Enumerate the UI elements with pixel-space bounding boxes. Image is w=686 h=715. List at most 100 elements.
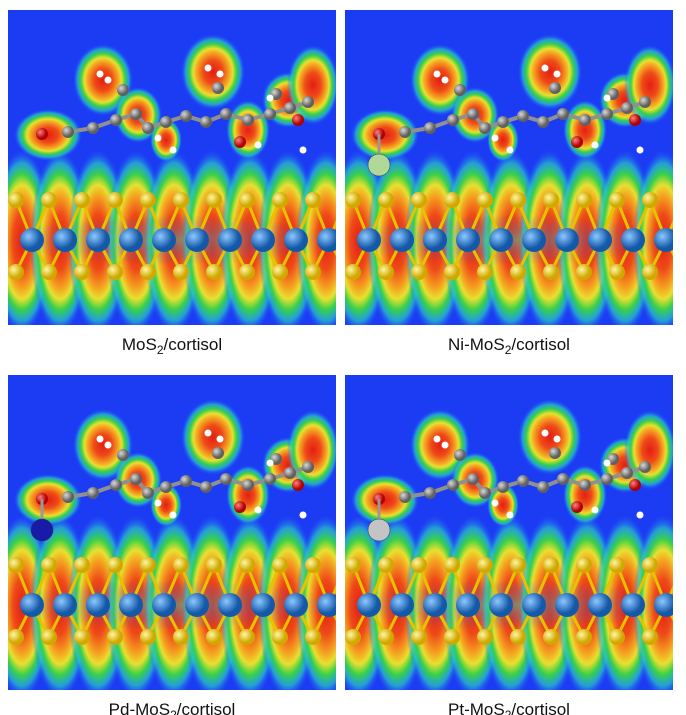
h-atom [542,65,549,72]
s-atom [74,557,90,573]
s-atom [543,192,559,208]
s-atom [411,557,427,573]
s-atom [74,192,90,208]
h-atom [542,430,549,437]
s-atom [543,557,559,573]
c-atom [557,473,569,485]
s-atom [543,264,559,280]
s-atom [510,192,526,208]
h-atom [170,512,177,519]
s-atom [609,557,625,573]
s-atom [576,557,592,573]
density-lobe [518,34,582,110]
panel-caption: Ni-MoS2/cortisol [448,335,570,357]
c-atom [579,114,591,126]
mo-atom [588,593,612,617]
panel-caption: MoS2/cortisol [122,335,222,357]
s-atom [345,557,361,573]
s-atom [345,192,361,208]
c-atom [621,102,633,114]
mo-atom [588,228,612,252]
s-atom [510,264,526,280]
mo-atom [555,593,579,617]
c-atom [639,96,651,108]
s-atom [107,192,123,208]
mo-atom [185,228,209,252]
c-atom [284,467,296,479]
o-atom [36,128,48,140]
density-lobe [287,45,339,125]
dopant-atom [368,519,390,541]
c-atom [447,479,459,491]
h-atom [267,460,274,467]
s-atom [477,629,493,645]
s-atom [378,264,394,280]
c-atom [454,449,466,461]
h-atom [255,142,262,149]
c-atom [180,110,192,122]
mo-atom [654,228,678,252]
c-atom [479,122,491,134]
c-atom [497,481,509,493]
density-lobe [287,410,339,490]
mo-atom [390,593,414,617]
s-atom [107,264,123,280]
c-atom [467,473,479,485]
caption-text: Ni-MoS [448,335,505,354]
h-atom [205,65,212,72]
s-atom [378,557,394,573]
c-atom [117,84,129,96]
s-atom [609,629,625,645]
mo-atom [317,593,341,617]
s-atom [576,192,592,208]
c-atom [142,122,154,134]
h-atom [105,77,112,84]
s-atom [206,557,222,573]
s-atom [444,629,460,645]
s-atom [41,557,57,573]
h-atom [604,95,611,102]
s-atom [272,557,288,573]
caption-text: /cortisol [177,700,236,715]
s-atom [107,629,123,645]
caption-text: MoS [122,335,157,354]
s-atom [8,192,24,208]
mo-atom [86,593,110,617]
s-atom [206,629,222,645]
c-atom [180,475,192,487]
s-atom [609,264,625,280]
c-atom [160,481,172,493]
c-atom [117,449,129,461]
mo-atom [284,593,308,617]
s-atom [74,629,90,645]
s-atom [411,264,427,280]
caption-text: /cortisol [164,335,223,354]
mo-atom [119,228,143,252]
s-atom [272,192,288,208]
s-atom [345,629,361,645]
h-atom [507,512,514,519]
h-atom [170,147,177,154]
h-atom [442,442,449,449]
s-atom [140,557,156,573]
elf-panel [0,10,356,334]
c-atom [497,116,509,128]
mo-atom [621,228,645,252]
mo-atom [357,228,381,252]
c-atom [517,110,529,122]
c-atom [200,481,212,493]
s-atom [41,192,57,208]
mo-atom [20,593,44,617]
s-atom [173,264,189,280]
mo-atom [456,228,480,252]
s-atom [140,192,156,208]
s-atom [272,629,288,645]
c-atom [264,108,276,120]
s-atom [140,264,156,280]
c-atom [62,126,74,138]
s-atom [239,557,255,573]
mo-atom [86,228,110,252]
h-atom [592,142,599,149]
o-atom [234,501,246,513]
c-atom [479,487,491,499]
